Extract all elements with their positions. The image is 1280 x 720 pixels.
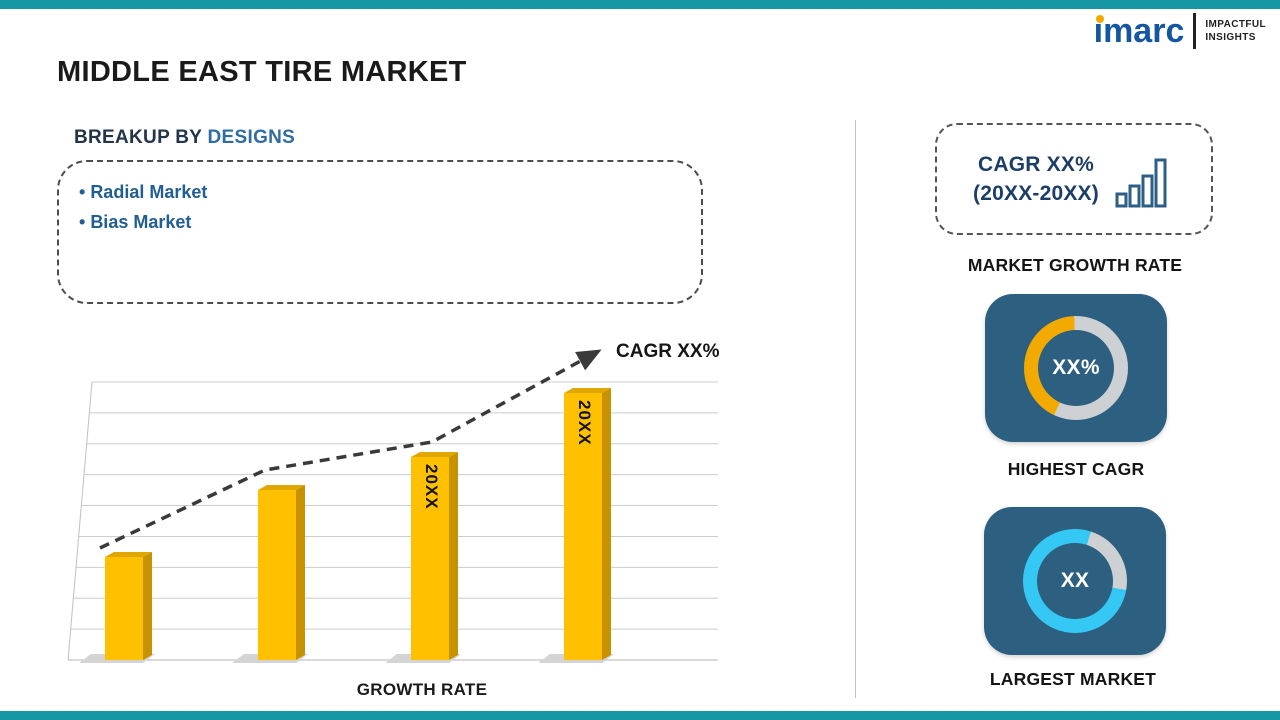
breakup-item: Bias Market [79,208,701,238]
page-title: MIDDLE EAST TIRE MARKET [57,56,467,88]
imarc-logo: ımarc IMPACTFUL INSIGHTS [1094,13,1266,49]
x-axis-label: GROWTH RATE [356,680,488,699]
bar [258,485,305,660]
logo-divider [1193,13,1197,49]
logo-tagline-line1: IMPACTFUL [1205,18,1266,30]
logo-brand-dot-icon [1095,15,1104,23]
cagr-box-text: CAGR XX% (20XX-20XX) [973,150,1099,209]
logo-tagline-line2: INSIGHTS [1205,32,1256,43]
bar-face-side [143,552,152,660]
largest-market-tile: XX [984,507,1166,655]
breakup-heading: BREAKUP BY DESIGNS [74,127,295,149]
bar-growth-icon [1115,158,1167,208]
bar-face-side [449,452,458,660]
cagr-box-line2: (20XX-20XX) [973,182,1099,205]
logo-brand-text: ımarc [1093,12,1185,50]
breakup-item: Radial Market [79,178,701,208]
bar-label: 20XX [422,464,441,510]
top-accent-bar [0,0,1280,9]
panel-divider [855,120,856,698]
cagr-box: CAGR XX% (20XX-20XX) [935,123,1213,235]
bottom-accent-bar [0,711,1280,720]
bar: 20XX [564,388,611,660]
bar-face-side [296,485,305,660]
logo-brand: ımarc [1094,14,1185,48]
highest-cagr-value: XX% [1052,356,1100,379]
bar-face-top [105,552,152,557]
bar-face-front [258,490,296,660]
largest-market-label: LARGEST MARKET [989,669,1157,689]
breakup-heading-prefix: BREAKUP BY [74,127,208,148]
highest-cagr-label: HIGHEST CAGR [1007,459,1145,479]
trend-label: CAGR XX% [616,341,720,362]
chart-bars: 20XX 20XX [65,340,730,670]
breakup-box: Radial MarketBias Market [57,160,703,304]
highest-cagr-tile: XX% [985,294,1167,442]
bar-face-front [105,557,143,660]
highest-cagr-donut: XX% [1024,316,1128,420]
cagr-box-line1: CAGR XX% [978,152,1094,176]
bar: 20XX [411,452,458,660]
largest-market-donut: XX [1023,529,1127,633]
market-growth-rate-label: MARKET GROWTH RATE [967,255,1183,275]
breakup-list: Radial MarketBias Market [59,178,701,237]
bar-chart: 20XX 20XX [65,340,730,670]
breakup-heading-highlight: DESIGNS [207,127,296,148]
bar [105,552,152,660]
bar-label: 20XX [575,400,594,446]
largest-market-value: XX [1060,569,1090,592]
logo-tagline: IMPACTFUL INSIGHTS [1205,18,1266,45]
bar-face-side [602,388,611,660]
